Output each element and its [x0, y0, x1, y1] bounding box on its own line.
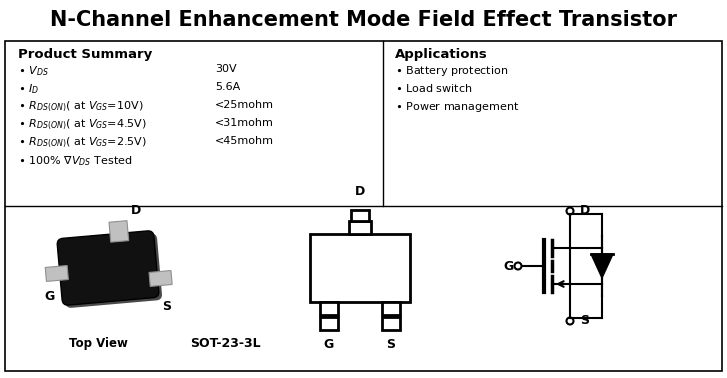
Text: G: G — [44, 290, 55, 303]
Text: $\bullet$ $R_{DS(ON)}$( at $V_{GS}$=2.5V): $\bullet$ $R_{DS(ON)}$( at $V_{GS}$=2.5V… — [18, 136, 147, 150]
FancyBboxPatch shape — [60, 234, 162, 308]
Text: $\bullet$ Load switch: $\bullet$ Load switch — [395, 82, 473, 94]
Text: $\bullet$ 100% $\nabla V_{DS}$ Tested: $\bullet$ 100% $\nabla V_{DS}$ Tested — [18, 154, 132, 168]
Bar — [351, 210, 369, 221]
Text: Top View: Top View — [68, 337, 127, 350]
Text: $\bullet$ $V_{DS}$: $\bullet$ $V_{DS}$ — [18, 64, 49, 78]
Bar — [320, 302, 338, 315]
Text: <25mohm: <25mohm — [215, 100, 274, 110]
Bar — [320, 317, 338, 330]
Text: Product Summary: Product Summary — [18, 48, 152, 61]
Text: D: D — [580, 204, 590, 217]
Bar — [5, 41, 722, 371]
Text: $\bullet$ Battery protection: $\bullet$ Battery protection — [395, 64, 508, 78]
Text: S: S — [162, 300, 171, 313]
Text: S: S — [387, 338, 395, 351]
Text: $\bullet$ $R_{DS(ON)}$( at $V_{GS}$=10V): $\bullet$ $R_{DS(ON)}$( at $V_{GS}$=10V) — [18, 100, 143, 115]
Text: $\bullet$ Power management: $\bullet$ Power management — [395, 100, 519, 114]
Text: $\bullet$ $I_D$: $\bullet$ $I_D$ — [18, 82, 39, 96]
Bar — [382, 302, 400, 315]
Text: D: D — [131, 203, 141, 217]
Text: SOT-23-3L: SOT-23-3L — [190, 337, 260, 350]
Text: 30V: 30V — [215, 64, 236, 74]
Polygon shape — [591, 254, 613, 278]
FancyBboxPatch shape — [149, 271, 172, 287]
FancyBboxPatch shape — [57, 231, 158, 305]
Text: N-Channel Enhancement Mode Field Effect Transistor: N-Channel Enhancement Mode Field Effect … — [49, 10, 677, 30]
Text: <31mohm: <31mohm — [215, 118, 274, 128]
FancyBboxPatch shape — [45, 266, 68, 281]
Text: <45mohm: <45mohm — [215, 136, 274, 146]
Text: G: G — [503, 260, 513, 273]
Text: S: S — [580, 314, 589, 327]
Text: $\bullet$ $R_{DS(ON)}$( at $V_{GS}$=4.5V): $\bullet$ $R_{DS(ON)}$( at $V_{GS}$=4.5V… — [18, 118, 147, 132]
Text: D: D — [355, 185, 365, 198]
Text: Applications: Applications — [395, 48, 488, 61]
Text: G: G — [324, 338, 334, 351]
Bar — [382, 317, 400, 330]
Bar — [349, 221, 371, 234]
Text: 5.6A: 5.6A — [215, 82, 240, 92]
FancyBboxPatch shape — [109, 221, 129, 242]
Bar — [310, 234, 410, 302]
